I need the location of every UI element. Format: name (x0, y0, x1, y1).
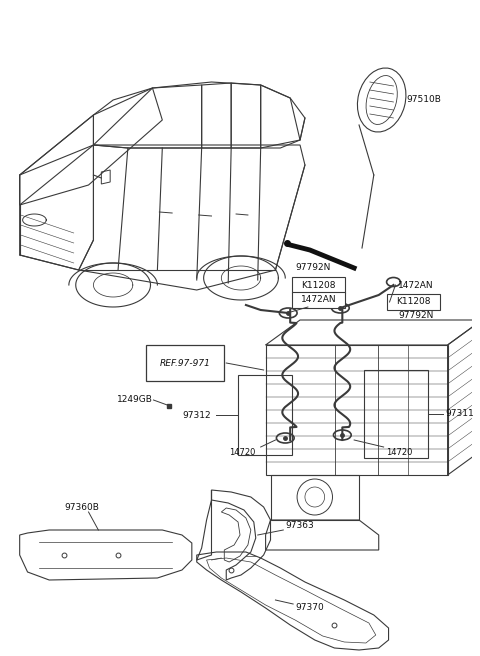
Text: 97360B: 97360B (64, 504, 99, 512)
Bar (265, 345, 447, 475)
Text: 97792N: 97792N (295, 264, 331, 272)
Text: 97510B: 97510B (406, 96, 441, 104)
FancyBboxPatch shape (292, 292, 345, 308)
Bar (364, 370, 428, 458)
Bar (238, 375, 292, 455)
Text: K11208: K11208 (396, 298, 431, 306)
Text: 1472AN: 1472AN (398, 281, 434, 289)
Text: 97792N: 97792N (398, 312, 434, 321)
Text: 97311: 97311 (445, 409, 474, 419)
Text: 97363: 97363 (285, 520, 314, 529)
Text: 1472AN: 1472AN (301, 295, 336, 304)
Text: REF.97-971: REF.97-971 (159, 358, 210, 367)
Text: K11208: K11208 (301, 281, 336, 289)
Text: 97312: 97312 (183, 411, 212, 419)
Text: 14720: 14720 (229, 448, 256, 457)
FancyBboxPatch shape (386, 294, 440, 310)
Text: 97370: 97370 (295, 604, 324, 613)
Text: 1249GB: 1249GB (117, 396, 153, 405)
Text: 14720: 14720 (386, 448, 413, 457)
FancyBboxPatch shape (292, 277, 345, 293)
Bar (271, 475, 359, 520)
